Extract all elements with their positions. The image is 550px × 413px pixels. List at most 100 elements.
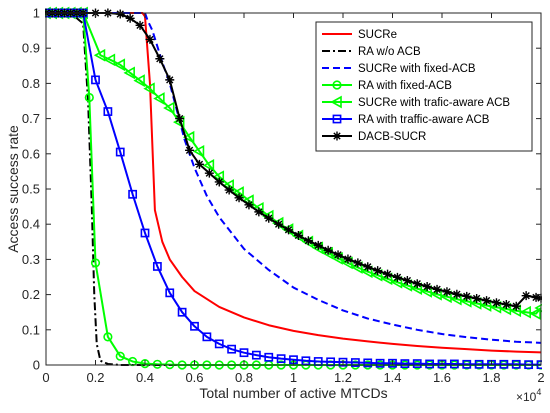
legend-label: SUCRe	[358, 29, 397, 41]
data-point	[140, 358, 150, 369]
data-point	[234, 193, 244, 203]
y-tick-label: 0.9	[22, 41, 40, 56]
series-line	[46, 12, 541, 366]
legend-box	[315, 21, 533, 152]
data-point	[91, 75, 100, 85]
data-point	[462, 291, 472, 301]
data-point	[152, 359, 162, 369]
legend-label: DACB-SUCR	[358, 131, 426, 143]
y-tick-label: 0.6	[22, 146, 40, 161]
x-tick-label: 1.8	[482, 370, 500, 385]
legend-item: SUCRe with trafic-aware ACB	[322, 95, 510, 109]
data-point	[412, 279, 422, 289]
y-tick-label: 0.8	[22, 76, 40, 91]
data-point	[254, 207, 264, 217]
data-point	[301, 356, 311, 366]
data-point	[519, 305, 531, 319]
ticks-layer: 0 0.2 0.4 0.6 0.8 1 1.2 1.4 1.6 1.8 2 0 0.1 0.2 0.3 0.4…	[22, 6, 545, 386]
x-tick-label: 1.2	[334, 370, 352, 385]
data-point	[332, 80, 342, 90]
data-point	[284, 225, 294, 235]
x-axis-multiplier-base: ×10	[516, 390, 537, 404]
legend: SUCRe RA w/o ACB SUCRe with fixed-ACB RA wi…	[315, 21, 533, 152]
x-tick-label: 1.6	[433, 370, 451, 385]
data-point	[422, 282, 432, 292]
data-point	[511, 301, 521, 311]
data-point	[330, 95, 342, 109]
y-tick-label: 0.2	[22, 287, 40, 302]
data-point	[202, 159, 215, 172]
data-point	[123, 66, 135, 80]
data-point	[400, 359, 410, 368]
data-point	[452, 289, 462, 299]
data-point	[313, 240, 323, 250]
x-axis-multiplier-exponent: 4	[536, 387, 541, 397]
y-tick-label: 0.4	[22, 217, 40, 232]
data-point	[531, 292, 541, 302]
data-point	[115, 351, 125, 361]
data-point	[128, 189, 138, 199]
x-tick-label: 0.8	[235, 370, 253, 385]
data-point	[103, 107, 113, 116]
data-point	[175, 114, 185, 124]
data-point	[185, 145, 195, 155]
series-2	[46, 12, 541, 366]
series-1	[46, 12, 542, 354]
data-point	[521, 291, 531, 301]
data-point	[501, 299, 511, 309]
x-tick-label: 2	[537, 370, 544, 385]
legend-item: RA with fixed-ACB	[322, 80, 452, 92]
y-tick-label: 0	[33, 358, 40, 373]
data-point	[388, 358, 397, 368]
data-point	[177, 307, 187, 317]
data-point	[383, 269, 393, 279]
legend-item: RA w/o ACB	[322, 46, 421, 58]
data-point	[227, 344, 237, 354]
legend-label: SUCRe with trafic-aware ACB	[358, 97, 510, 109]
x-tick-label: 1	[290, 370, 297, 385]
data-point	[93, 48, 106, 62]
legend-label: SUCRe with fixed-ACB	[358, 63, 476, 75]
legend-item: SUCRe	[322, 29, 397, 41]
data-point	[264, 352, 274, 362]
data-point	[125, 13, 135, 23]
data-point	[274, 219, 284, 229]
data-point	[303, 236, 313, 246]
data-point	[363, 358, 373, 368]
data-point	[153, 92, 165, 105]
data-point	[202, 332, 212, 342]
data-point	[276, 354, 286, 364]
data-point	[133, 74, 145, 87]
data-point	[472, 293, 482, 303]
data-point	[214, 177, 224, 187]
x-axis-label: Total number of active MTCDs	[199, 385, 387, 401]
data-point	[343, 254, 353, 264]
data-point	[145, 34, 155, 44]
legend-item: RA with traffic-aware ACB	[322, 114, 490, 126]
data-point	[113, 58, 126, 72]
data-point	[155, 54, 165, 64]
y-tick-label: 0.3	[22, 252, 40, 267]
data-point	[194, 159, 204, 169]
data-point	[115, 9, 125, 19]
data-point	[251, 350, 261, 360]
data-point	[529, 307, 541, 320]
data-point	[499, 359, 509, 369]
data-point	[332, 131, 342, 141]
x-tick-label: 0.6	[185, 370, 203, 385]
data-point	[425, 359, 435, 369]
x-tick-label: 0.4	[136, 370, 154, 385]
legend-label: RA with traffic-aware ACB	[358, 114, 490, 126]
data-point	[165, 288, 175, 298]
data-point	[192, 144, 205, 158]
y-tick-label: 0.7	[22, 111, 40, 126]
legend-label: RA with fixed-ACB	[358, 80, 452, 92]
data-point	[375, 358, 385, 368]
data-point	[338, 357, 348, 367]
y-tick-label: 0.1	[22, 322, 40, 337]
data-point	[363, 262, 373, 272]
data-point	[432, 284, 442, 294]
data-point	[244, 200, 254, 210]
y-tick-label: 0.5	[22, 182, 40, 197]
data-point	[115, 147, 125, 157]
